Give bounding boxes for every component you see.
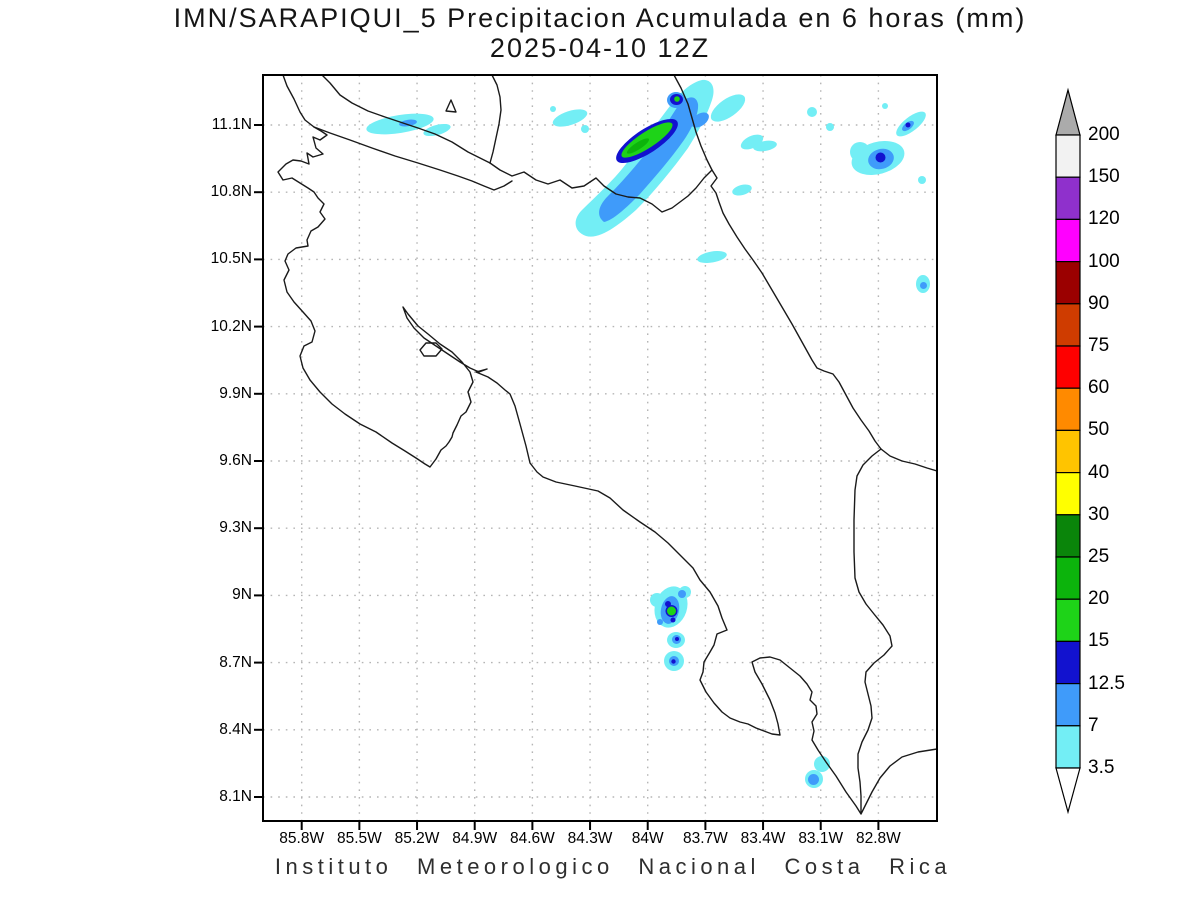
lat-tick-label: 8.1N	[219, 788, 252, 805]
chira-island	[419, 342, 443, 357]
map-frame	[262, 74, 938, 822]
colorbar-level-label: 3.5	[1088, 757, 1115, 778]
precip-level-blue	[399, 92, 927, 785]
latlon-grid	[263, 75, 937, 821]
colorbar-level-label: 20	[1088, 588, 1110, 610]
colorbar-level-label: 12.5	[1088, 672, 1125, 694]
pacific-coastline	[277, 75, 937, 815]
footer-attribution: Instituto Meteorologico Nacional Costa R…	[274, 854, 952, 879]
precip-level-green	[621, 96, 680, 616]
lat-tick-label: 11.1N	[211, 116, 252, 133]
colorbar-level-label: 15	[1088, 630, 1110, 652]
san-juan-river-border	[489, 162, 713, 213]
lake-nicaragua-east-shore	[489, 75, 502, 164]
lat-tick-label: 9.9N	[219, 384, 252, 402]
nicaragua-border-west	[313, 126, 513, 191]
lake-nicaragua-west-shore	[321, 75, 491, 164]
plot-title: IMN/SARAPIQUI_5 Precipitacion Acumulada …	[0, 3, 1200, 63]
colorbar-level-label: 75	[1088, 335, 1110, 356]
colorbar-level-label: 150	[1088, 166, 1120, 188]
lat-tick-label: 10.8N	[210, 183, 252, 201]
lat-tick-label: 9N	[232, 586, 252, 604]
axis-ticks	[254, 124, 880, 830]
colorbar-level-label: 120	[1088, 208, 1120, 230]
colorbar-level-label: 200	[1088, 124, 1120, 145]
colorbar-level-label: 90	[1088, 292, 1110, 314]
lon-tick-label: 83.4W	[740, 830, 786, 847]
lon-tick-label: 85.2W	[394, 830, 440, 847]
lat-tick-label: 9.6N	[219, 452, 252, 469]
lat-tick-label: 8.4N	[219, 720, 252, 738]
lon-tick-label: 83.7W	[682, 830, 728, 847]
colorbar-level-label: 60	[1088, 377, 1110, 399]
caribbean-coastline	[673, 75, 937, 472]
plot-title-line1: IMN/SARAPIQUI_5 Precipitacion Acumulada …	[173, 3, 1027, 33]
colorbar-level-label: 25	[1088, 546, 1110, 567]
lon-tick-label: 83.1W	[798, 830, 844, 847]
colorbar-level-label: 7	[1088, 714, 1099, 736]
plot-title-line2: 2025-04-10 12Z	[489, 32, 711, 63]
colorbar-level-label: 50	[1088, 419, 1110, 441]
lat-tick-label: 8.7N	[219, 653, 252, 671]
lat-tick-label: 10.5N	[210, 250, 252, 268]
lat-tick-label: 9.3N	[219, 519, 252, 537]
lon-tick-label: 84.3W	[567, 830, 613, 847]
colorbar-level-label: 40	[1088, 461, 1110, 483]
lon-tick-label: 84.6W	[509, 830, 555, 847]
coastline-borders	[277, 75, 937, 815]
lon-tick-label: 84.9W	[452, 830, 498, 847]
precip-level-cyan	[366, 79, 930, 788]
lon-tick-label: 85.5W	[336, 830, 382, 847]
small-lake-triangle	[445, 99, 457, 113]
lon-tick-label: 84W	[631, 830, 664, 847]
lon-tick-label: 82.8W	[855, 830, 901, 847]
panama-border	[853, 448, 893, 813]
colorbar-level-label: 30	[1088, 503, 1110, 525]
lon-tick-label: 85.8W	[279, 830, 325, 847]
colorbar-level-label: 100	[1088, 250, 1120, 272]
colorbar	[1055, 87, 1081, 815]
lat-tick-label: 10.2N	[210, 317, 252, 335]
